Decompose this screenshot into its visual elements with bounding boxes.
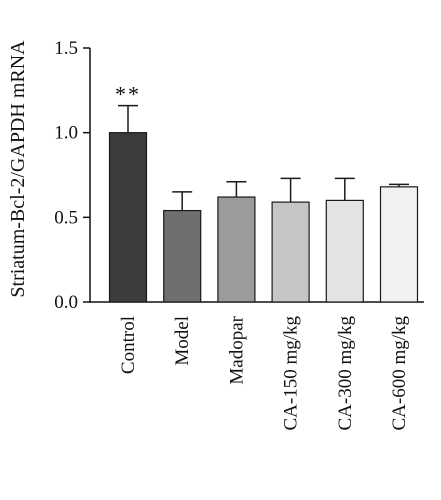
x-tick-label: CA-300 mg/kg (335, 316, 356, 431)
y-axis-title: Striatum-Bcl-2/GAPDH mRNA (7, 40, 29, 298)
y-tick-label: 0.0 (54, 292, 78, 313)
error-bars (118, 104, 409, 211)
bars (108, 132, 419, 303)
x-ticks: Control Model Madopar CA-150 mg/kg CA-300 mg… (118, 315, 410, 430)
y-tick-label: 1.0 (54, 123, 78, 144)
significance-label: ** (115, 82, 141, 107)
bar-madopar (217, 196, 256, 303)
x-tick-label: Control (118, 316, 139, 374)
x-tick-label: Model (172, 316, 193, 366)
y-axis-title-group: Striatum-Bcl-2/GAPDH mRNA (7, 40, 29, 298)
x-tick-label: CA-150 mg/kg (281, 316, 302, 431)
bar-ca-300-mg-kg (325, 199, 364, 303)
annotations: ** (115, 82, 141, 107)
bar-ca-150-mg-kg (271, 201, 310, 303)
bar-model (163, 209, 202, 303)
bar-ca-600-mg-kg (379, 186, 419, 303)
y-ticks: 0.0 0.5 1.0 1.5 (54, 38, 90, 313)
x-tick-label: CA-600 mg/kg (389, 316, 410, 431)
x-tick-label: Madopar (226, 315, 247, 384)
y-tick-label: 1.5 (54, 38, 78, 59)
bar-control (108, 132, 148, 303)
y-tick-label: 0.5 (54, 207, 78, 228)
